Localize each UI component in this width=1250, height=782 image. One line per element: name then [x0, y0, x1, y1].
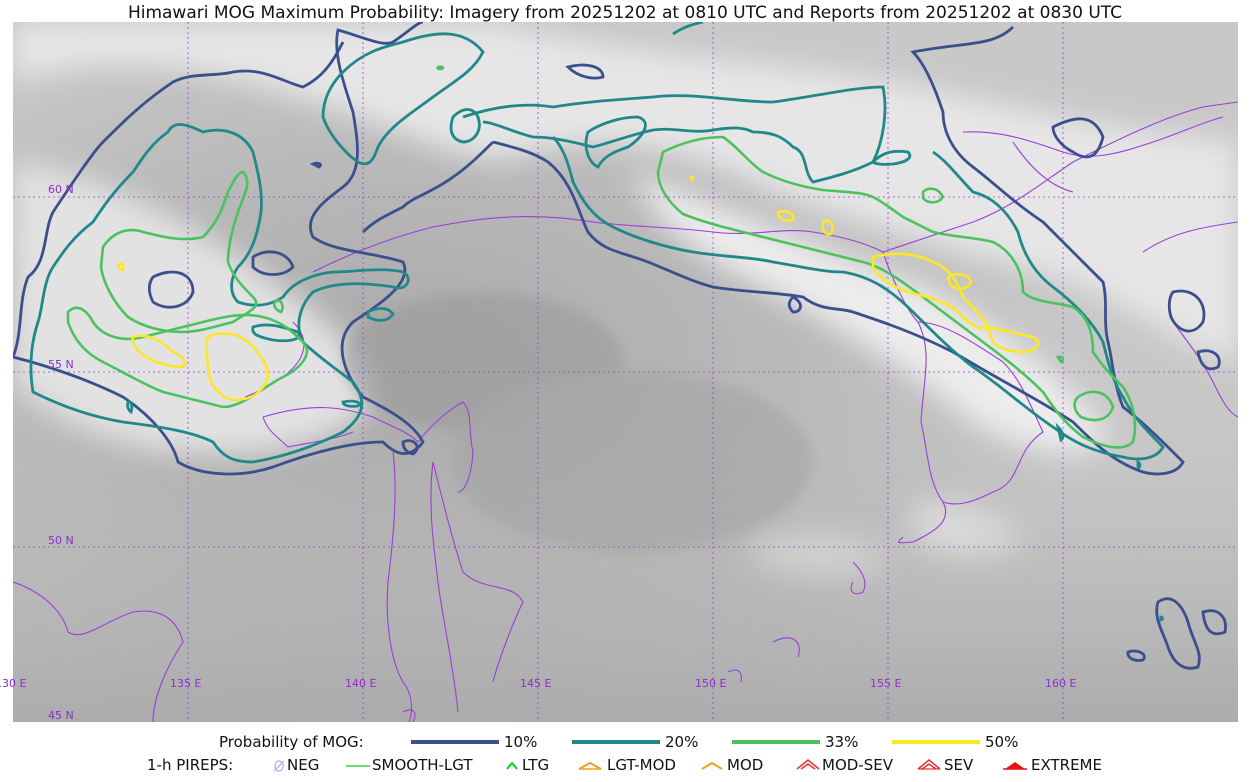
- smooth-lgt-icon: [346, 765, 370, 767]
- lon-label-135: 135 E: [170, 677, 202, 690]
- pireps-legend-label: 1-h PIREPS:: [147, 756, 234, 774]
- lat-label-60: 60 N: [48, 183, 74, 196]
- lgt-mod-icon: [578, 761, 602, 770]
- probability-legend: Probability of MOG: 10% 20% 33% 50%: [0, 732, 1250, 752]
- ltg-icon: [506, 761, 518, 770]
- legend-label-20pct: 20%: [665, 733, 699, 751]
- contour-20pct: [29, 22, 1165, 622]
- legend-label-33pct: 33%: [825, 733, 859, 751]
- lon-label-140: 140 E: [345, 677, 377, 690]
- mod-icon: [701, 761, 723, 770]
- map-title: Himawari MOG Maximum Probability: Imager…: [127, 3, 1123, 23]
- contour-50pct: [117, 175, 1040, 402]
- lat-label-45: 45 N: [48, 709, 74, 722]
- legend-swatch-10pct: [411, 740, 499, 744]
- pireps-legend: 1-h PIREPS: NEG SMOOTH-LGT LTG LGT-MOD M…: [0, 755, 1250, 775]
- legend-label-10pct: 10%: [504, 733, 538, 751]
- lat-label-55: 55 N: [48, 358, 74, 371]
- legend-swatch-20pct: [572, 740, 660, 744]
- sev-icon: [917, 759, 941, 770]
- dark-swirl: [343, 292, 813, 552]
- lon-label-160: 160 E: [1045, 677, 1077, 690]
- legend-label-mod: MOD: [727, 756, 764, 774]
- legend-label-extreme: EXTREME: [1031, 756, 1102, 774]
- map-panel: 60 N 55 N 50 N 45 N 130 E 135 E 140 E 14…: [0, 22, 1238, 722]
- lon-label-150: 150 E: [695, 677, 727, 690]
- legend-swatch-33pct: [732, 740, 820, 744]
- contour-10pct: [13, 22, 1227, 670]
- legend-label-mod-sev: MOD-SEV: [822, 756, 893, 774]
- extreme-icon: [1003, 762, 1027, 770]
- legend-label-ltg: LTG: [522, 756, 550, 774]
- legend-label-smooth-lgt: SMOOTH-LGT: [372, 756, 473, 774]
- legend-label-sev: SEV: [944, 756, 974, 774]
- lon-label-155: 155 E: [870, 677, 902, 690]
- legend-label-lgt-mod: LGT-MOD: [607, 756, 676, 774]
- probability-legend-label: Probability of MOG:: [219, 733, 364, 751]
- lon-label-145: 145 E: [520, 677, 552, 690]
- legend-label-neg: NEG: [287, 756, 320, 774]
- lon-label-130: 130 E: [0, 677, 27, 690]
- lat-label-50: 50 N: [48, 534, 74, 547]
- mod-sev-icon: [796, 759, 820, 770]
- legend-swatch-50pct: [892, 740, 980, 744]
- legend-label-50pct: 50%: [985, 733, 1019, 751]
- satellite-map: [13, 22, 1238, 722]
- contour-33pct: [66, 65, 1137, 449]
- neg-icon: [273, 760, 285, 772]
